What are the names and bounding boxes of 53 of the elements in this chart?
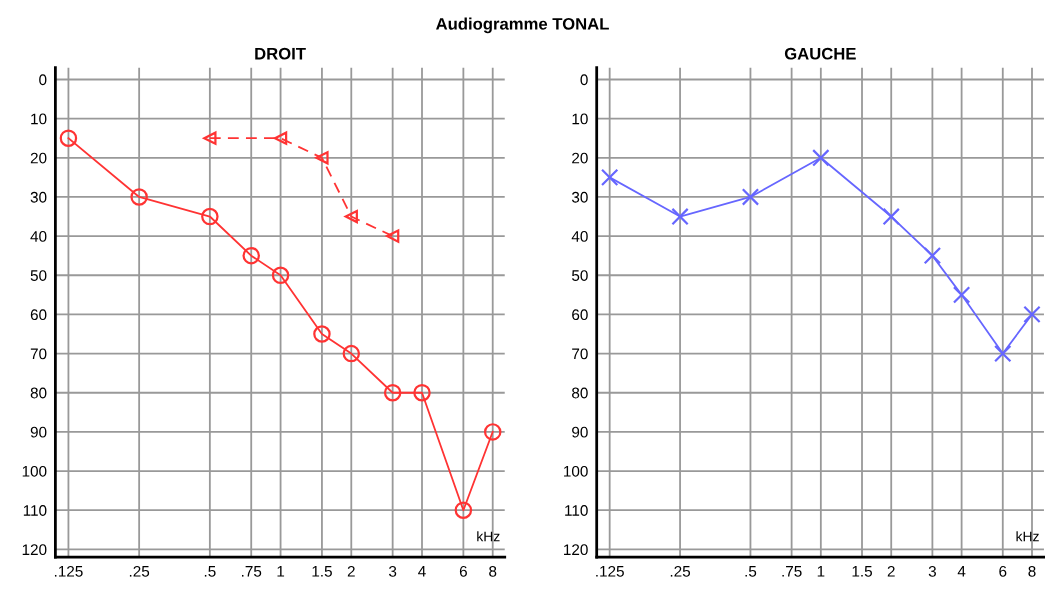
x-tick-label: .25	[129, 565, 150, 577]
x-tick-label: 6	[459, 565, 467, 577]
x-tick-label: 3	[928, 565, 936, 577]
x-tick-label: .125	[596, 565, 624, 577]
y-tick-label: 40	[571, 230, 588, 242]
y-tick-label: 40	[30, 230, 47, 242]
x-tick-label: 6	[999, 565, 1007, 577]
x-tick-label: .5	[204, 566, 216, 577]
x-tick-label: .75	[782, 566, 802, 577]
y-tick-label: 0	[580, 74, 588, 86]
y-tick-label: 50	[30, 270, 47, 281]
y-tick-label: 10	[31, 113, 47, 125]
y-tick-label: 110	[565, 505, 588, 516]
y-tick-label: 120	[564, 544, 588, 556]
chart-subtitle: Audiogramme TONAL	[436, 17, 609, 34]
y-tick-label: 50	[571, 270, 588, 281]
annotation: kHz	[1016, 531, 1039, 542]
x-tick-label: 1	[817, 566, 825, 577]
y-tick-label: 100	[564, 465, 588, 477]
y-tick-label: 30	[30, 191, 47, 203]
x-tick-label: 1.5	[852, 566, 872, 577]
x-tick-label: .5	[745, 566, 757, 577]
x-tick-label: 4	[418, 566, 426, 577]
y-tick-label: 20	[30, 152, 47, 164]
y-tick-label: 60	[572, 309, 588, 321]
x-tick-label: 1.5	[312, 566, 332, 577]
y-tick-label: 60	[30, 309, 47, 321]
y-tick-label: 10	[572, 113, 588, 125]
y-tick-label: 80	[572, 387, 588, 399]
y-tick-label: 100	[22, 465, 47, 477]
y-tick-label: 70	[572, 348, 588, 360]
y-tick-label: 20	[572, 152, 588, 164]
y-tick-label: 80	[30, 387, 47, 399]
x-tick-label: 8	[489, 565, 497, 577]
y-tick-label: 90	[30, 426, 47, 438]
chart-title: DROIT	[255, 47, 306, 60]
x-tick-label: 8	[1028, 565, 1036, 577]
x-tick-label: 1	[277, 566, 285, 577]
y-tick-label: 110	[23, 505, 47, 516]
y-tick-label: 70	[30, 348, 47, 360]
y-tick-label: 0	[39, 74, 47, 86]
x-tick-label: .25	[670, 565, 691, 577]
x-tick-label: .75	[242, 566, 262, 577]
annotation: kHz	[477, 531, 500, 542]
y-tick-label: 90	[572, 426, 588, 438]
x-tick-label: .125	[54, 565, 83, 577]
x-tick-label: 3	[388, 565, 397, 577]
chart-title: GAUCHE	[784, 47, 856, 60]
x-tick-label: 4	[957, 566, 966, 577]
x-tick-label: 2	[347, 565, 355, 577]
y-tick-label: 120	[22, 544, 47, 556]
y-tick-label: 30	[571, 191, 588, 203]
x-tick-label: 2	[887, 565, 895, 577]
